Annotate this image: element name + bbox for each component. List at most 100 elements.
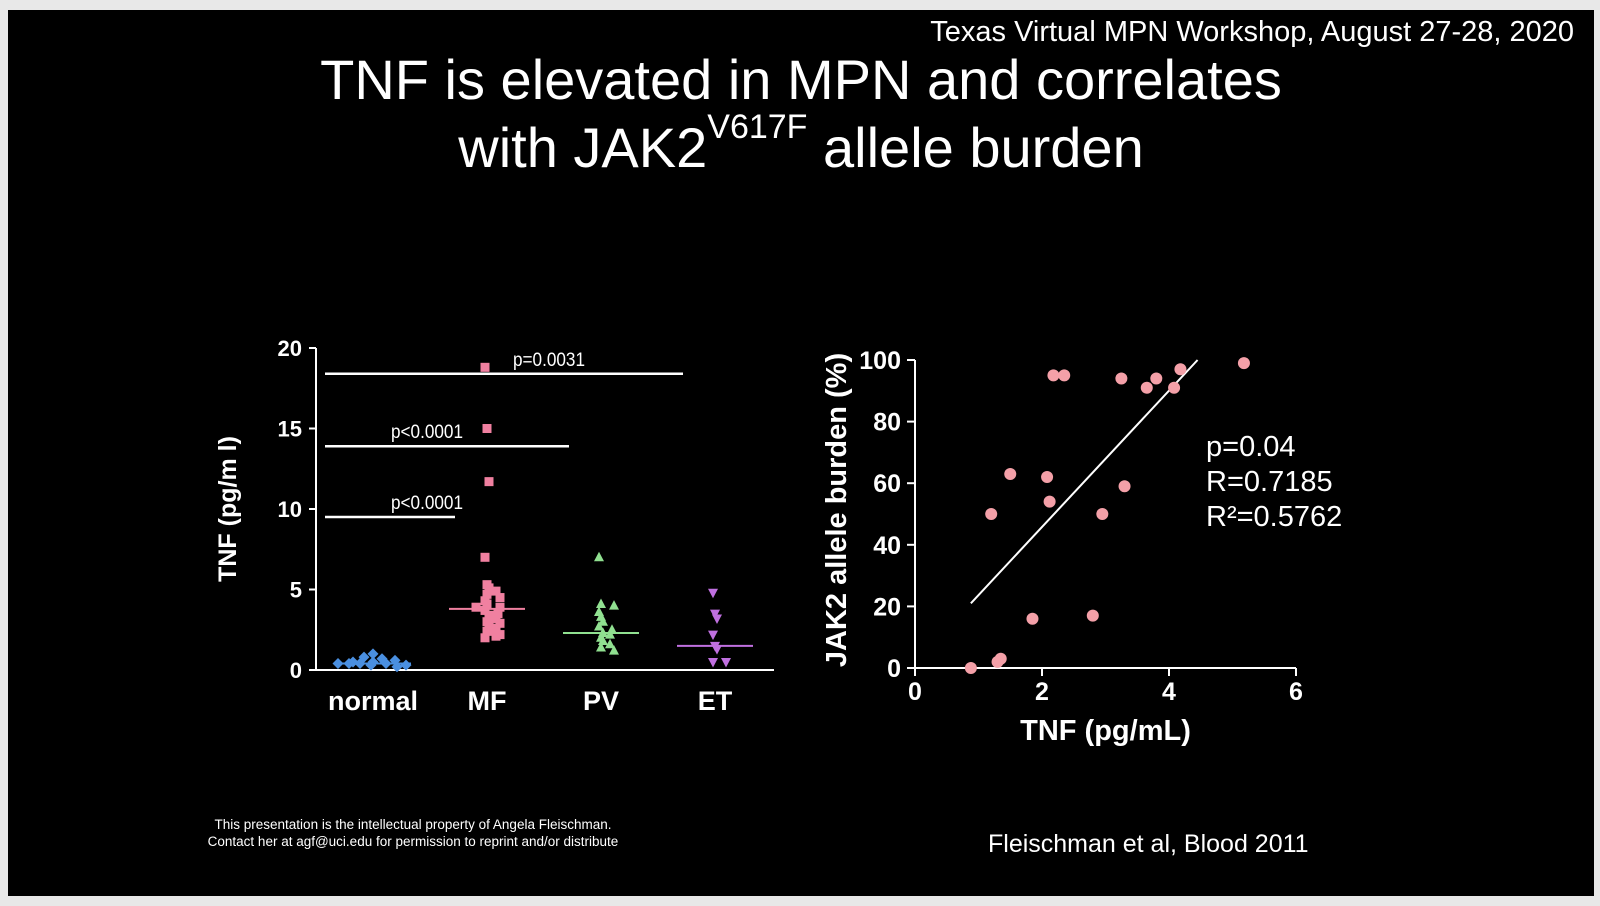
y-tick-label: 40: [873, 532, 901, 560]
data-point-pv: [609, 645, 619, 655]
data-point-pv: [609, 600, 619, 610]
data-point-mf: [480, 552, 490, 562]
slide: Texas Virtual MPN Workshop, August 27-28…: [8, 10, 1594, 896]
data-point-mf: [471, 602, 481, 612]
x-category-label: ET: [698, 686, 733, 716]
data-point-mf: [484, 620, 494, 630]
data-point-mf: [484, 583, 494, 593]
data-point-et: [712, 614, 722, 624]
data-point-pv: [596, 598, 606, 608]
data-point-normal: [347, 656, 359, 668]
y-tick-label: 10: [278, 497, 302, 522]
y-tick-label: 0: [290, 658, 302, 683]
stat-p-value: p=0.04: [1206, 431, 1296, 463]
data-point: [1026, 612, 1039, 625]
x-category-label: MF: [468, 686, 507, 716]
y-tick-label: 100: [859, 347, 901, 375]
data-point-mf: [484, 477, 494, 487]
data-point: [964, 662, 977, 674]
event-header: Texas Virtual MPN Workshop, August 27-28…: [930, 16, 1574, 48]
x-tick-label: 4: [1162, 678, 1176, 706]
data-point-mf: [495, 593, 505, 603]
y-axis-title: TNF (pg/m l): [214, 436, 242, 582]
data-point-et: [708, 588, 718, 599]
data-point: [1115, 372, 1128, 385]
data-point-mf: [480, 362, 490, 372]
data-point-et: [708, 657, 718, 668]
slide-title-line2: with JAK2V617F allele burden: [8, 110, 1594, 180]
slide-title-line1: TNF is elevated in MPN and correlates: [320, 48, 1282, 111]
data-point: [1168, 381, 1181, 394]
data-point-mf: [491, 623, 501, 633]
data-point: [1096, 508, 1109, 520]
stat-r: R=0.7185: [1206, 466, 1333, 498]
data-point: [1140, 381, 1153, 394]
title-line2-suffix: allele burden: [807, 116, 1144, 179]
data-point-pv: [605, 638, 615, 649]
y-tick-label: 15: [278, 417, 302, 442]
data-point-pv: [594, 551, 604, 562]
data-point-mf: [491, 631, 501, 641]
data-point: [1043, 495, 1056, 508]
x-tick-label: 6: [1289, 678, 1303, 706]
data-point-pv: [594, 621, 604, 631]
comparison-p-value: p<0.0001: [391, 493, 463, 514]
x-axis-title: TNF (pg/mL): [1020, 715, 1191, 747]
data-point: [1086, 609, 1099, 622]
citation: Fleischman et al, Blood 2011: [988, 830, 1309, 858]
data-point-et: [710, 609, 720, 620]
y-tick-label: 60: [873, 470, 901, 498]
y-tick-label: 0: [887, 655, 901, 683]
data-point-et: [712, 645, 722, 655]
correlation-stats: p=0.04 R=0.7185 R²=0.5762: [1206, 430, 1342, 535]
x-category-label: PV: [583, 686, 619, 716]
y-tick-label: 20: [873, 593, 901, 621]
data-point: [1118, 480, 1131, 493]
data-point: [985, 508, 998, 520]
data-point-et: [708, 630, 718, 641]
data-point-pv: [596, 641, 606, 652]
data-point: [1174, 363, 1187, 376]
data-point-mf: [484, 610, 494, 620]
data-point-pv: [598, 635, 608, 646]
data-point-mf: [491, 613, 501, 623]
comparison-p-value: p=0.0031: [513, 350, 585, 371]
data-point: [1041, 471, 1054, 484]
jak2-correlation-plot: 0 20 40 60 80 100 0 2 4 6 TNF (pg/mL) JAK2 allele b…: [821, 347, 1303, 747]
data-point-mf: [482, 626, 492, 636]
stat-r-squared: R²=0.5762: [1206, 501, 1343, 533]
data-point-pv: [598, 616, 608, 626]
y-axis-title: JAK2 allele burden (%): [821, 353, 853, 667]
data-point: [1047, 369, 1060, 382]
y-tick-label: 5: [290, 578, 302, 603]
data-point-normal: [367, 648, 379, 660]
data-point-mf: [491, 586, 501, 596]
title-line2-prefix: with JAK2: [458, 116, 708, 179]
regression-line: [970, 359, 1199, 605]
data-point: [1237, 357, 1250, 370]
ip-notice-line1: This presentation is the intellectual pr…: [214, 817, 612, 832]
data-point-mf: [493, 609, 503, 619]
ip-notice: This presentation is the intellectual pr…: [148, 816, 678, 850]
x-tick-label: 0: [908, 678, 922, 706]
y-tick-label: 20: [278, 336, 302, 361]
data-point: [1004, 467, 1017, 480]
data-point-normal: [376, 653, 388, 665]
title-superscript: V617F: [707, 108, 808, 146]
data-point: [1058, 369, 1071, 382]
x-tick-label: 2: [1035, 678, 1049, 706]
data-point: [994, 652, 1007, 665]
data-point-et: [721, 657, 731, 668]
data-point-mf: [482, 424, 492, 433]
data-point-mf: [495, 618, 505, 628]
comparison-p-value: p<0.0001: [391, 422, 463, 443]
data-point: [1150, 372, 1163, 385]
ip-notice-line2: Contact her at agf@uci.edu for permissio…: [207, 834, 619, 849]
y-tick-label: 80: [873, 409, 901, 437]
data-point-mf: [480, 633, 490, 643]
tnf-dot-plot: 0 5 10 15 20 normal MF PV ET TNF (pg/m l) p<0.0001…: [214, 336, 774, 716]
data-point-normal: [400, 659, 412, 671]
data-point-mf: [495, 602, 505, 612]
data-point-mf: [480, 605, 490, 615]
x-category-label: normal: [328, 686, 418, 716]
